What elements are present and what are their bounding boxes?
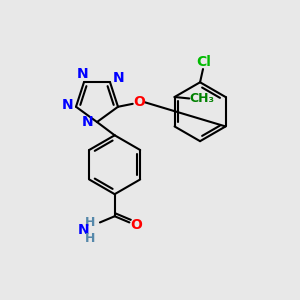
Text: O: O bbox=[133, 95, 145, 110]
Text: N: N bbox=[78, 224, 90, 237]
Text: H: H bbox=[85, 232, 96, 245]
Text: N: N bbox=[82, 115, 93, 129]
Text: O: O bbox=[130, 218, 142, 232]
Text: N: N bbox=[61, 98, 73, 112]
Text: H: H bbox=[85, 216, 96, 229]
Text: CH₃: CH₃ bbox=[189, 92, 214, 105]
Text: Cl: Cl bbox=[196, 55, 211, 69]
Text: N: N bbox=[112, 71, 124, 85]
Text: N: N bbox=[77, 67, 88, 81]
